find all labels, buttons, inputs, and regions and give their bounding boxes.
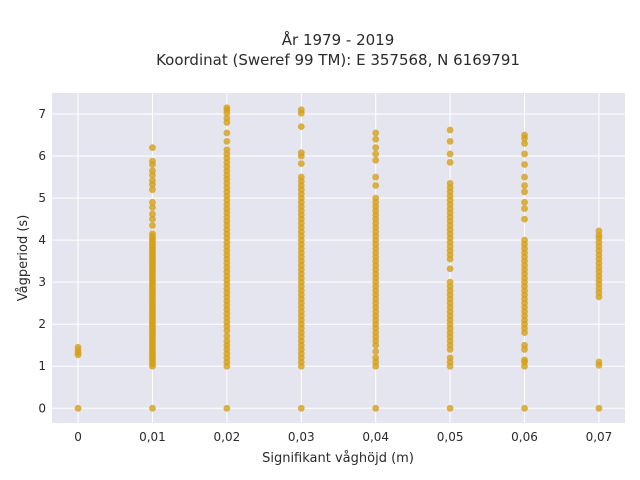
data-point — [149, 203, 156, 211]
data-point — [521, 182, 528, 189]
data-point — [149, 177, 156, 184]
data-point — [446, 179, 454, 187]
data-point — [372, 144, 380, 152]
y-tick-label: 5 — [38, 191, 46, 205]
data-point — [446, 354, 454, 362]
data-point — [595, 404, 603, 412]
data-points — [74, 104, 603, 412]
data-point — [372, 354, 380, 362]
data-point — [223, 332, 231, 340]
y-tick-label: 4 — [38, 233, 46, 247]
y-tick-label: 3 — [38, 275, 46, 289]
data-point — [149, 186, 156, 194]
data-point — [223, 146, 231, 154]
data-point — [521, 131, 528, 139]
data-point — [521, 198, 528, 206]
data-point — [223, 114, 231, 122]
data-point — [149, 157, 156, 165]
data-point — [521, 236, 528, 244]
data-point — [149, 210, 156, 218]
data-point — [521, 140, 528, 147]
data-point — [223, 337, 231, 345]
data-point — [372, 156, 380, 164]
data-point — [521, 150, 528, 158]
data-point — [149, 198, 156, 206]
x-tick-label: 0,04 — [362, 430, 389, 444]
plot-area — [52, 93, 625, 423]
y-axis-ticks: 0 1 2 3 4 5 6 7 — [38, 107, 46, 415]
data-point — [297, 173, 305, 181]
data-point — [297, 149, 305, 157]
x-tick-label: 0,01 — [139, 430, 166, 444]
data-point — [446, 126, 454, 134]
data-point — [372, 135, 380, 143]
data-point — [223, 137, 231, 145]
data-point — [446, 158, 454, 166]
y-tick-label: 7 — [38, 107, 46, 121]
data-point — [223, 129, 231, 137]
data-point — [521, 341, 528, 349]
x-axis-label: Signifikant våghöjd (m) — [262, 451, 414, 466]
y-axis-label: Vågperiod (s) — [16, 215, 31, 302]
data-point — [521, 356, 528, 364]
data-point — [223, 404, 231, 412]
data-point — [521, 161, 528, 168]
x-tick-label: 0,07 — [586, 430, 613, 444]
data-point — [149, 404, 156, 412]
data-point — [149, 167, 156, 175]
data-point — [297, 123, 305, 131]
data-point — [149, 230, 156, 238]
data-point — [372, 129, 380, 137]
chart-title-line1: År 1979 - 2019 — [282, 30, 395, 49]
x-tick-label: 0,06 — [511, 430, 538, 444]
y-tick-label: 1 — [38, 359, 46, 373]
data-point — [446, 278, 454, 286]
data-point — [149, 222, 156, 229]
data-point — [372, 182, 380, 189]
chart-title-line2: Koordinat (Sweref 99 TM): E 357568, N 61… — [156, 51, 520, 69]
data-point — [372, 404, 380, 412]
data-point — [595, 358, 603, 366]
data-point — [446, 137, 454, 145]
x-tick-label: 0,05 — [437, 430, 464, 444]
data-point — [521, 215, 528, 223]
data-point — [446, 150, 454, 158]
data-point — [446, 265, 454, 273]
data-point — [149, 215, 156, 223]
x-axis-ticks: 0 0,01 0,02 0,03 0,04 0,05 0,06 0,07 — [74, 430, 612, 444]
data-point — [297, 160, 305, 168]
data-point — [372, 150, 380, 158]
y-tick-label: 6 — [38, 149, 46, 163]
x-tick-label: 0,03 — [288, 430, 315, 444]
data-point — [149, 144, 156, 152]
data-point — [297, 404, 305, 412]
data-point — [372, 348, 380, 355]
data-point — [223, 104, 231, 112]
y-tick-label: 2 — [38, 317, 46, 331]
data-point — [372, 173, 380, 181]
data-point — [521, 173, 528, 181]
data-point — [521, 404, 528, 412]
data-point — [521, 188, 528, 196]
data-point — [74, 404, 82, 412]
x-tick-label: 0,02 — [214, 430, 241, 444]
data-point — [521, 205, 528, 213]
y-tick-label: 0 — [38, 401, 46, 415]
data-point — [446, 404, 454, 412]
x-tick-label: 0 — [74, 430, 82, 444]
data-point — [297, 106, 305, 114]
data-point — [595, 227, 603, 235]
data-point — [74, 343, 82, 351]
data-point — [372, 194, 380, 202]
